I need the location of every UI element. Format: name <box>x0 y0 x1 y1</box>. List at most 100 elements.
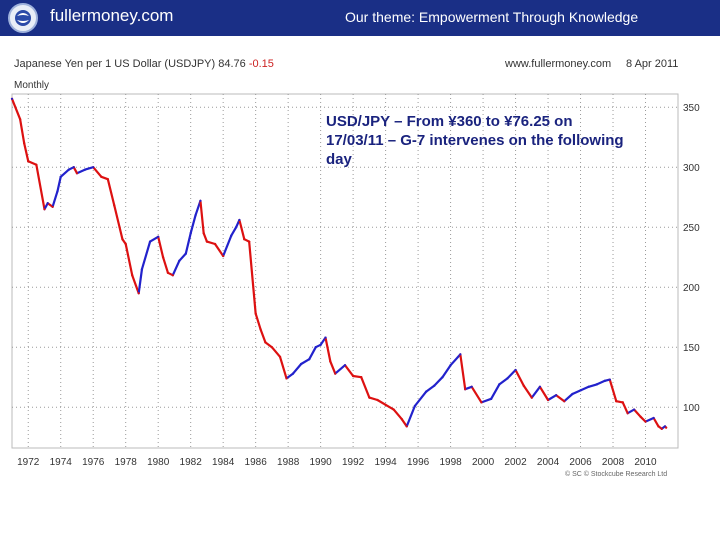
data-point <box>238 218 241 222</box>
data-point <box>376 398 379 402</box>
data-point <box>352 374 355 378</box>
data-point <box>184 252 187 255</box>
series-segment <box>464 385 473 391</box>
data-point <box>506 377 509 380</box>
series-segment <box>498 377 509 386</box>
data-point <box>92 166 95 169</box>
data-point <box>222 254 225 258</box>
series-segment <box>522 384 533 399</box>
data-point <box>608 378 611 381</box>
data-point <box>264 341 267 344</box>
data-point <box>140 268 144 271</box>
data-point <box>202 232 205 235</box>
series-segment <box>413 390 428 408</box>
series-segment <box>264 341 274 349</box>
series-segment <box>433 376 444 387</box>
series-segment <box>202 232 209 243</box>
data-point <box>106 178 109 181</box>
series-segment <box>178 252 187 262</box>
copyright-notice: © SC © Stockcube Research Ltd <box>565 471 668 478</box>
chart-frequency: Monthly <box>14 80 50 91</box>
series-segment <box>334 364 347 375</box>
series-segment <box>205 240 217 246</box>
data-point <box>75 172 79 175</box>
series-segment <box>506 368 517 380</box>
series-segment <box>137 268 144 295</box>
series-segment <box>291 362 303 375</box>
series-segment <box>124 242 134 277</box>
series-segment <box>400 418 408 428</box>
data-point <box>230 234 233 237</box>
data-point <box>657 425 660 428</box>
data-point <box>470 385 473 388</box>
x-tick-label: 2002 <box>504 457 527 468</box>
series-segment <box>171 259 181 277</box>
data-point <box>35 163 38 166</box>
data-point <box>137 292 140 295</box>
data-point <box>555 394 558 397</box>
data-point <box>514 368 517 372</box>
chart-title-change: -0.15 <box>248 58 274 70</box>
data-point <box>400 418 403 421</box>
series-segment <box>285 372 295 380</box>
series-segment <box>278 355 288 380</box>
axes: 100 150 200 250 300 350 1972 1974 1976 1978 1980 19… <box>17 103 700 468</box>
data-point <box>72 166 75 169</box>
data-point <box>27 160 30 163</box>
data-point <box>314 346 317 349</box>
data-point <box>100 175 103 178</box>
series-segment <box>43 202 49 211</box>
series-segment <box>51 190 59 208</box>
data-point <box>10 97 14 100</box>
data-point <box>459 353 462 356</box>
data-point <box>660 427 663 430</box>
data-point <box>652 416 655 420</box>
data-point <box>464 388 467 391</box>
grid-lines <box>11 93 679 449</box>
data-point <box>563 400 566 403</box>
data-point <box>213 242 217 246</box>
x-tick-label: 1988 <box>277 457 300 468</box>
data-point <box>278 355 282 358</box>
series-segment <box>652 416 660 428</box>
data-point <box>329 360 332 363</box>
series-segment <box>213 242 225 258</box>
brand-name[interactable]: fullermoney.com <box>50 6 174 25</box>
data-point <box>498 383 501 386</box>
data-point <box>343 364 347 367</box>
y-tick-label: 350 <box>683 103 700 114</box>
x-tick-label: 1992 <box>342 457 365 468</box>
chart-date: 8 Apr 2011 <box>626 58 679 70</box>
y-tick-label: 100 <box>683 403 700 414</box>
data-point <box>449 364 452 367</box>
data-point <box>199 199 202 202</box>
data-point <box>392 408 395 411</box>
data-point <box>644 420 647 423</box>
series-segment <box>392 408 403 421</box>
data-point <box>235 226 238 229</box>
data-point <box>285 377 288 380</box>
series-segment <box>100 175 109 181</box>
series-segment <box>608 378 618 403</box>
x-tick-label: 1990 <box>310 457 333 468</box>
series-segment <box>480 397 493 404</box>
data-point <box>121 238 124 241</box>
header-bar: fullermoney.com Our theme: Empowerment T… <box>0 0 720 36</box>
series-segment <box>131 274 140 295</box>
series-segment <box>75 168 87 175</box>
x-tick-label: 1976 <box>82 457 105 468</box>
globe-logo-icon <box>8 3 38 33</box>
data-point <box>131 274 134 277</box>
data-point <box>56 190 59 193</box>
series-segment <box>222 234 233 258</box>
data-point <box>259 328 262 331</box>
data-point <box>621 401 624 404</box>
series-segment <box>106 178 116 207</box>
data-point <box>334 372 337 375</box>
y-tick-label: 300 <box>683 163 700 174</box>
series-segment <box>571 389 582 396</box>
data-point <box>413 404 416 408</box>
data-point <box>113 204 116 207</box>
series-segment <box>626 408 636 415</box>
data-point <box>189 232 192 235</box>
